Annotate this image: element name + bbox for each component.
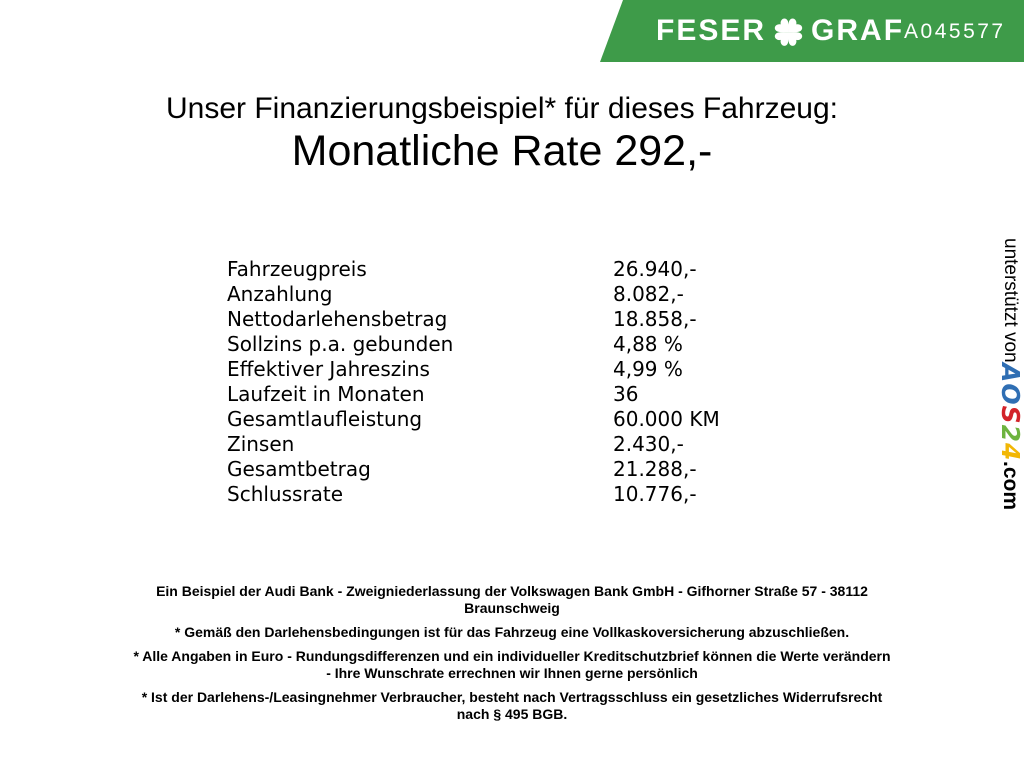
footer-line: Braunschweig	[464, 600, 560, 616]
aos24-letter: 4	[996, 442, 1024, 462]
table-value: 2.430,-	[613, 432, 684, 456]
table-label: Zinsen	[227, 432, 295, 456]
aos24-letter: S	[996, 405, 1024, 425]
table-value: 4,99 %	[613, 357, 683, 381]
table-label: Sollzins p.a. gebunden	[227, 332, 454, 356]
table-value: 21.288,-	[613, 457, 697, 481]
table-value: 60.000 KM	[613, 407, 720, 431]
brand-word-graf: GRAF	[811, 14, 905, 47]
table-label: Nettodarlehensbetrag	[227, 307, 448, 331]
heading-subtitle: Unser Finanzierungsbeispiel* für dieses …	[165, 92, 838, 125]
table-label: Schlussrate	[227, 482, 344, 506]
footer-paragraph-widerruf: * Ist der Darlehens-/Leasingnehmer Verbr…	[0, 689, 1024, 723]
heading-monthly-rate: Monatliche Rate 292,-	[291, 127, 713, 175]
page-heading: Unser Finanzierungsbeispiel* für dieses …	[0, 92, 1004, 176]
credit-prefix: unterstützt von	[1000, 238, 1021, 363]
table-label: Fahrzeugpreis	[227, 257, 367, 281]
table-label: Laufzeit in Monaten	[227, 382, 425, 406]
aos24-letter: 2	[996, 424, 1024, 443]
footer-paragraph-bank: Ein Beispiel der Audi Bank - Zweignieder…	[0, 583, 1024, 617]
footer-line: * Ist der Darlehens-/Leasingnehmer Verbr…	[141, 689, 883, 705]
legal-footer: Ein Beispiel der Audi Bank - Zweignieder…	[0, 583, 1024, 730]
table-label: Gesamtbetrag	[227, 457, 371, 481]
table-value: 36	[613, 382, 639, 406]
table-value: 10.776,-	[613, 482, 697, 506]
table-label: Effektiver Jahreszins	[227, 357, 430, 381]
finance-table: Fahrzeugpreis 26.940,- Anzahlung 8.082,-…	[227, 257, 720, 507]
aos24-letter: O	[996, 382, 1024, 406]
footer-paragraph-angaben: * Alle Angaben in Euro - Rundungsdiffere…	[0, 648, 1024, 682]
table-value: 18.858,-	[613, 307, 697, 331]
table-label: Gesamtlaufleistung	[227, 407, 423, 431]
table-value: 4,88 %	[613, 332, 683, 356]
vehicle-id: A045577	[904, 19, 1006, 43]
credit-suffix: .com	[999, 461, 1022, 511]
footer-line: Ein Beispiel der Audi Bank - Zweignieder…	[156, 583, 868, 599]
aos24-credit-link[interactable]: unterstützt von AOS24 .com	[996, 238, 1024, 538]
footer-line: nach § 495 BGB.	[456, 706, 568, 722]
aos24-letter: A	[996, 362, 1024, 383]
footer-line: - Ihre Wunschrate errechnen wir Ihnen ge…	[326, 665, 698, 681]
dealer-logo: FESER GRAF	[656, 16, 904, 47]
brand-word-feser: FESER	[656, 14, 767, 47]
footer-line: * Alle Angaben in Euro - Rundungsdiffere…	[133, 648, 891, 664]
table-value: 8.082,-	[613, 282, 684, 306]
footer-line: * Gemäß den Darlehensbedingungen ist für…	[174, 624, 850, 640]
aos24-logo: AOS24	[996, 362, 1024, 462]
footer-paragraph-vollkasko: * Gemäß den Darlehensbedingungen ist für…	[0, 624, 1024, 641]
table-label: Anzahlung	[227, 282, 333, 306]
clover-icon	[774, 17, 803, 46]
table-value: 26.940,-	[613, 257, 697, 281]
dealer-banner: FESER GRAF A045577	[600, 0, 1024, 62]
